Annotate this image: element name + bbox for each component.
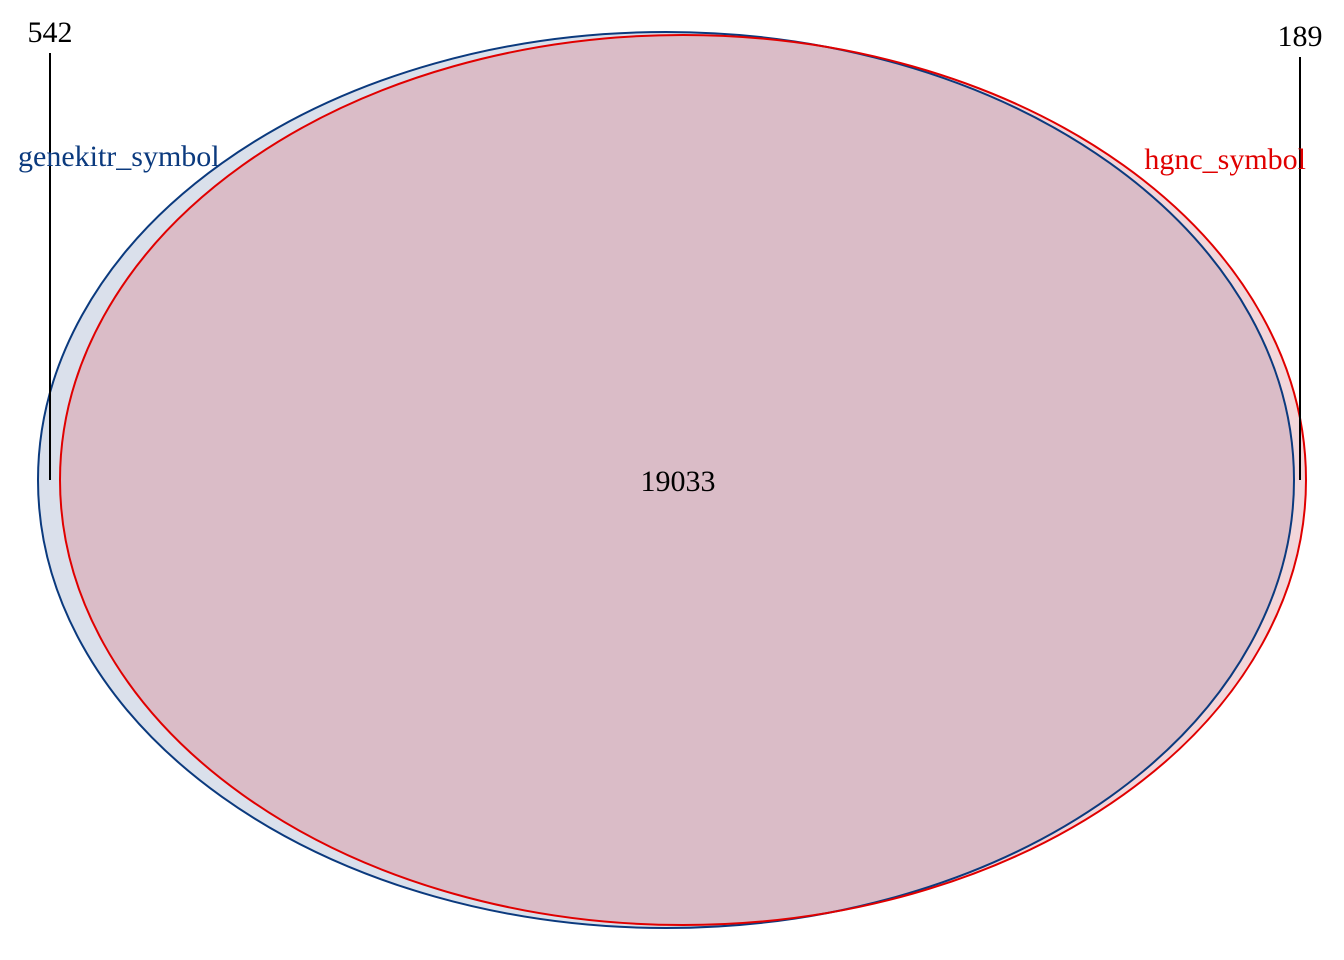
intersection-region	[60, 35, 1294, 925]
intersection-count: 19033	[641, 465, 716, 498]
hgnc-set-label: hgnc_symbol	[1144, 143, 1306, 176]
set-genekitr-outline	[37, 31, 1295, 929]
genekitr-only-count: 542	[28, 16, 73, 49]
genekitr-set-label: genekitr_symbol	[18, 140, 220, 173]
hgnc-only-count: 189	[1278, 20, 1323, 53]
set-hgnc-outline	[59, 34, 1307, 926]
